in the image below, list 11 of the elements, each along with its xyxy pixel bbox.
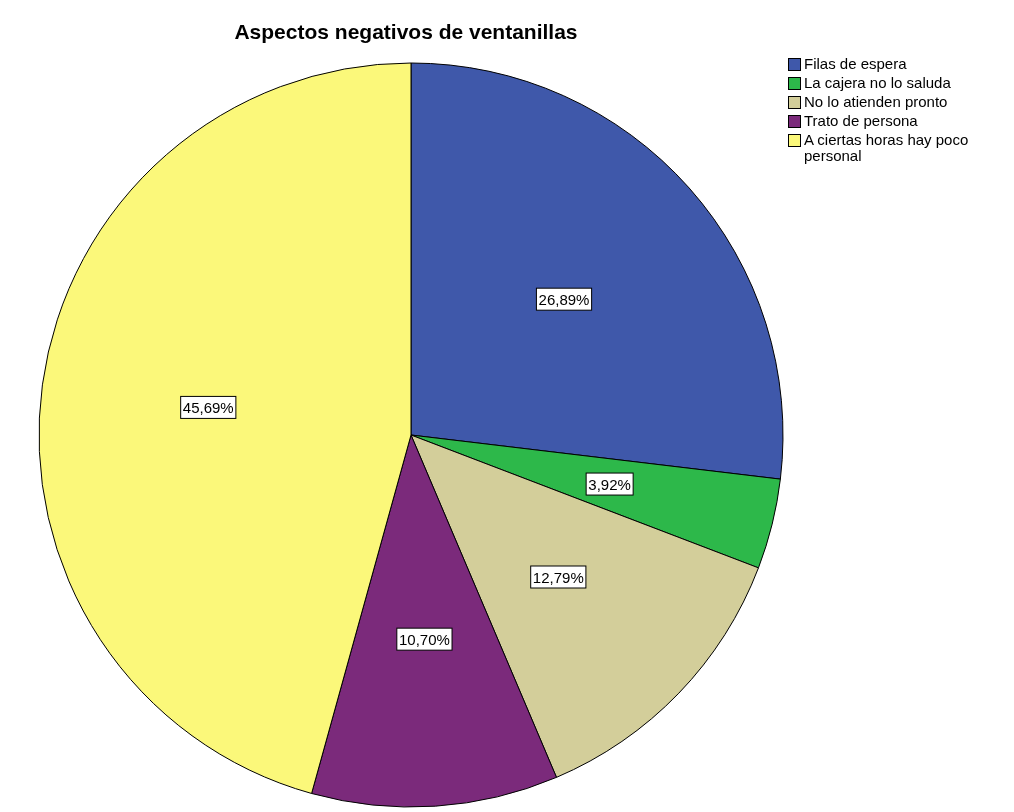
legend-label: A ciertas horas hay poco personal xyxy=(804,131,970,164)
legend-label: Trato de persona xyxy=(804,112,918,129)
legend-label: La cajera no lo saluda xyxy=(804,74,951,91)
legend-label: Filas de espera xyxy=(804,55,907,72)
chart-title: Aspectos negativos de ventanillas xyxy=(233,20,579,44)
data-label: 10,70% xyxy=(398,630,450,648)
legend-label: No lo atienden pronto xyxy=(804,93,948,110)
data-label: 45,69% xyxy=(182,398,234,416)
data-label: 26,89% xyxy=(538,290,590,308)
data-label: 3,92% xyxy=(588,475,631,493)
data-label: 12,79% xyxy=(532,568,584,586)
